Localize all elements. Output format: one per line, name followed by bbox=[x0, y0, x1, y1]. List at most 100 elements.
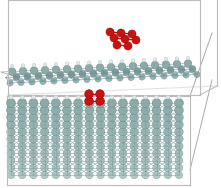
Circle shape bbox=[18, 149, 26, 157]
Circle shape bbox=[108, 135, 116, 143]
Circle shape bbox=[18, 164, 26, 172]
Circle shape bbox=[132, 95, 136, 99]
Circle shape bbox=[95, 76, 101, 82]
Circle shape bbox=[130, 113, 139, 122]
Circle shape bbox=[173, 60, 181, 68]
Circle shape bbox=[21, 64, 25, 67]
Circle shape bbox=[63, 135, 71, 143]
Circle shape bbox=[132, 36, 140, 44]
Circle shape bbox=[85, 142, 93, 150]
Circle shape bbox=[57, 71, 64, 79]
Circle shape bbox=[108, 171, 116, 179]
Circle shape bbox=[96, 120, 105, 129]
Circle shape bbox=[51, 128, 60, 136]
Circle shape bbox=[108, 128, 116, 136]
Circle shape bbox=[85, 64, 93, 72]
Circle shape bbox=[152, 142, 161, 150]
Circle shape bbox=[18, 157, 26, 164]
Circle shape bbox=[18, 99, 27, 108]
Circle shape bbox=[97, 164, 105, 172]
Circle shape bbox=[63, 120, 71, 129]
Circle shape bbox=[74, 149, 82, 157]
Circle shape bbox=[119, 149, 127, 157]
Circle shape bbox=[141, 149, 149, 157]
Circle shape bbox=[183, 72, 189, 78]
Circle shape bbox=[152, 128, 161, 136]
Circle shape bbox=[163, 106, 172, 115]
Circle shape bbox=[29, 128, 38, 136]
Circle shape bbox=[107, 113, 116, 122]
Circle shape bbox=[96, 135, 105, 143]
Circle shape bbox=[85, 120, 94, 129]
Circle shape bbox=[175, 164, 183, 172]
Circle shape bbox=[139, 74, 145, 80]
Circle shape bbox=[164, 149, 172, 157]
Circle shape bbox=[96, 106, 105, 115]
Circle shape bbox=[85, 106, 94, 115]
Circle shape bbox=[155, 95, 159, 99]
Circle shape bbox=[119, 157, 127, 164]
Circle shape bbox=[121, 95, 125, 99]
Circle shape bbox=[87, 95, 91, 99]
Circle shape bbox=[99, 95, 103, 99]
Circle shape bbox=[130, 157, 138, 164]
Circle shape bbox=[117, 29, 125, 37]
Circle shape bbox=[175, 149, 183, 157]
Circle shape bbox=[29, 135, 38, 143]
Circle shape bbox=[40, 135, 49, 143]
Circle shape bbox=[119, 142, 127, 150]
Circle shape bbox=[68, 71, 75, 78]
Circle shape bbox=[167, 67, 174, 74]
Circle shape bbox=[119, 113, 127, 122]
Circle shape bbox=[130, 99, 139, 108]
Circle shape bbox=[29, 157, 37, 164]
Circle shape bbox=[63, 149, 71, 157]
Circle shape bbox=[29, 113, 38, 122]
Circle shape bbox=[18, 113, 27, 122]
Circle shape bbox=[54, 62, 58, 66]
Circle shape bbox=[7, 164, 15, 172]
Circle shape bbox=[141, 135, 150, 143]
Circle shape bbox=[87, 61, 91, 64]
Circle shape bbox=[10, 64, 14, 68]
Circle shape bbox=[175, 113, 183, 122]
Circle shape bbox=[30, 67, 38, 74]
Circle shape bbox=[97, 149, 105, 157]
Circle shape bbox=[96, 128, 105, 136]
Circle shape bbox=[175, 128, 183, 136]
Circle shape bbox=[20, 95, 24, 99]
Circle shape bbox=[107, 63, 115, 71]
Circle shape bbox=[84, 76, 90, 83]
Circle shape bbox=[18, 142, 26, 150]
Circle shape bbox=[51, 78, 57, 84]
Circle shape bbox=[108, 149, 116, 157]
Circle shape bbox=[143, 95, 147, 99]
Circle shape bbox=[110, 34, 118, 42]
Circle shape bbox=[18, 120, 27, 129]
Circle shape bbox=[177, 95, 181, 99]
Circle shape bbox=[19, 67, 27, 75]
Circle shape bbox=[65, 62, 69, 65]
Circle shape bbox=[74, 157, 82, 164]
Circle shape bbox=[175, 99, 183, 108]
Circle shape bbox=[141, 128, 150, 136]
Circle shape bbox=[130, 120, 139, 129]
Circle shape bbox=[62, 77, 68, 84]
Circle shape bbox=[108, 142, 116, 150]
Circle shape bbox=[63, 171, 71, 179]
Circle shape bbox=[107, 99, 116, 108]
Circle shape bbox=[40, 120, 49, 129]
Circle shape bbox=[164, 113, 172, 122]
Circle shape bbox=[110, 95, 114, 99]
Circle shape bbox=[175, 120, 183, 129]
Circle shape bbox=[7, 80, 13, 86]
Circle shape bbox=[7, 142, 15, 150]
Circle shape bbox=[7, 171, 15, 179]
Circle shape bbox=[108, 164, 116, 172]
Circle shape bbox=[74, 164, 82, 172]
Circle shape bbox=[96, 90, 104, 98]
Circle shape bbox=[118, 63, 126, 70]
Circle shape bbox=[40, 142, 49, 150]
Circle shape bbox=[153, 58, 157, 61]
Circle shape bbox=[175, 171, 183, 179]
